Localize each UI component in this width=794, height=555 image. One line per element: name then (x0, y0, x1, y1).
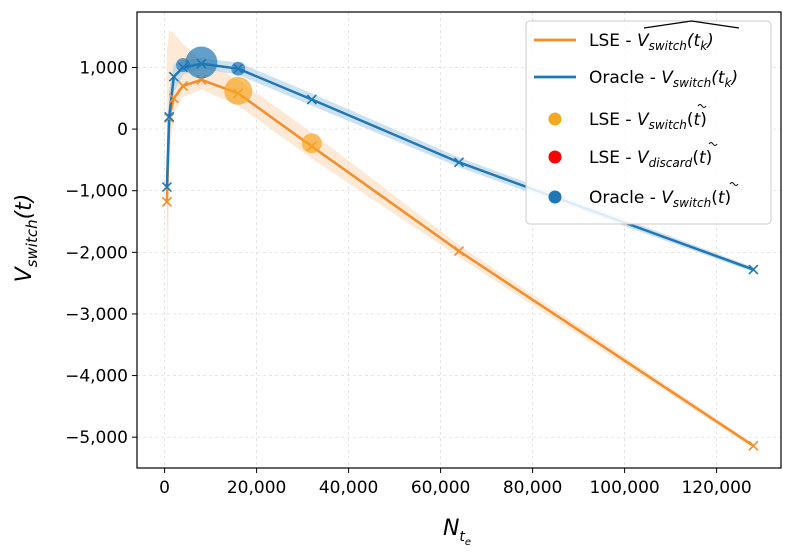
y-tick-label: 1,000 (79, 58, 128, 78)
x-tick-label: 40,000 (319, 478, 378, 498)
plot-frame (136, 11, 782, 469)
oracle-point-marker (161, 181, 172, 193)
y-tick-label: −2,000 (65, 243, 128, 263)
lse-switch-scatter-point (224, 76, 253, 105)
oracle-point-marker (453, 157, 465, 168)
legend-label: Oracle - Vswitch(tk) (589, 68, 738, 90)
y-tick-label: −1,000 (65, 182, 128, 202)
legend-swatch (548, 150, 562, 164)
legend-label: LSE - Vswitch(t) (589, 110, 707, 132)
legend-label: LSE - Vdiscard(t) (589, 148, 712, 170)
oracle-point-marker (164, 111, 175, 122)
legend-label: LSE - Vswitch(tk) (589, 31, 714, 53)
hat-accent (643, 20, 740, 29)
oracle-point-marker (168, 71, 179, 82)
y-tick-label: −5,000 (65, 428, 128, 448)
x-tick-label: 0 (159, 478, 170, 498)
legend: LSE - Vswitch(tk) Oracle - Vswitch(tk) LSE… (525, 20, 772, 225)
legend-lse-discard-point: LSE - Vdiscard(t) (548, 142, 718, 170)
legend-oracle-line: Oracle - Vswitch(tk) (534, 68, 738, 90)
y-axis-ticks: 1,000 0 −1,000 −2,000 −3,000 −4,000 −5,000 (65, 58, 137, 448)
tilde-accent (697, 104, 707, 108)
tilde-accent (729, 182, 739, 186)
x-tick-label: 20,000 (227, 478, 286, 498)
oracle-point-marker (748, 264, 759, 275)
legend-swatch (548, 190, 562, 204)
scatter-points (176, 46, 322, 154)
y-tick-label: 0 (117, 120, 128, 140)
x-axis-ticks: 0 20,000 40,000 60,000 80,000 100,000 120,000 (159, 468, 752, 498)
tilde-accent (708, 142, 718, 146)
lse-switch-scatter-point (301, 133, 322, 154)
oracle-switch-scatter-point (185, 46, 218, 79)
x-tick-label: 80,000 (503, 478, 562, 498)
x-tick-label: 100,000 (589, 478, 659, 498)
x-tick-label: 120,000 (681, 478, 751, 498)
y-axis-title: Vswitch(t) (12, 194, 41, 283)
lse-point-marker (161, 196, 172, 207)
lse-point-marker (177, 80, 189, 92)
x-axis-title: Nte (443, 516, 471, 548)
y-tick-label: −3,000 (65, 305, 128, 325)
legend-label: Oracle - Vswitch(t) (589, 188, 731, 210)
lse-point-marker (748, 440, 759, 451)
oracle-switch-scatter-point (231, 61, 246, 76)
legend-swatch (548, 112, 562, 126)
legend-lse-switch-point: LSE - Vswitch(t) (548, 104, 707, 132)
legend-oracle-switch-point: Oracle - Vswitch(t) (548, 182, 739, 210)
lse-point-marker (453, 246, 465, 257)
oracle-point-marker (306, 94, 317, 105)
legend-box (525, 20, 772, 225)
x-tick-label: 60,000 (411, 478, 470, 498)
legend-lse-line: LSE - Vswitch(tk) (534, 20, 740, 53)
lse-point-marker (168, 93, 179, 104)
y-tick-label: −4,000 (65, 367, 128, 387)
lse-point-marker (164, 112, 175, 124)
